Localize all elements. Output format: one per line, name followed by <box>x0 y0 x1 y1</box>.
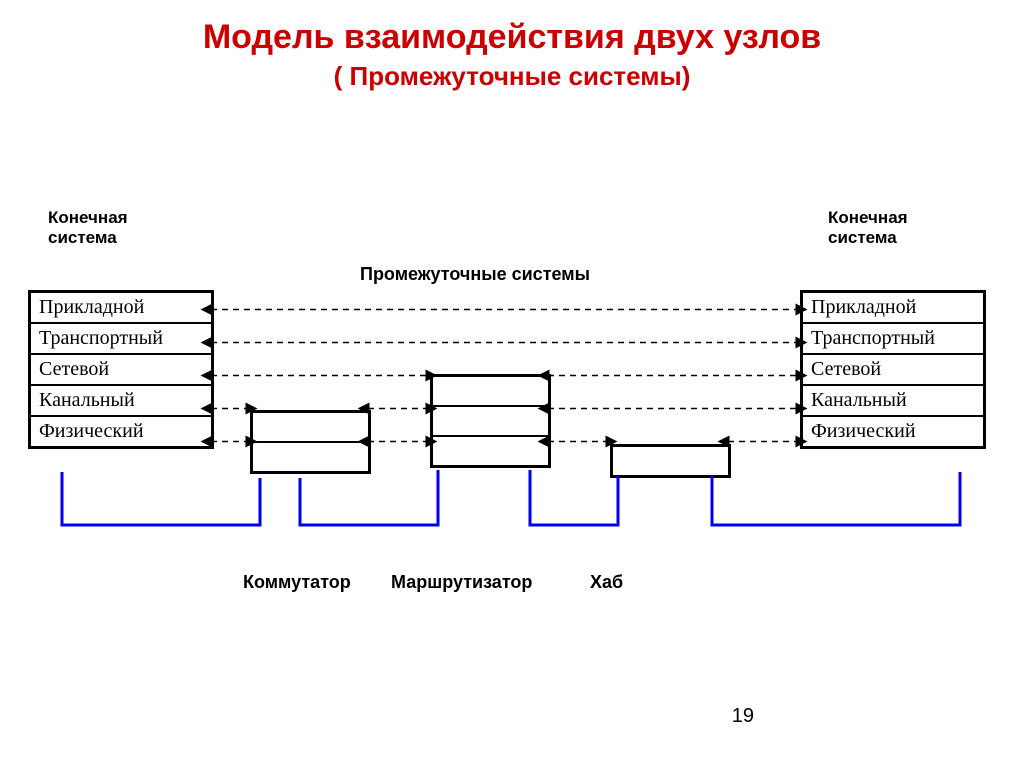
connections-svg <box>0 0 1024 768</box>
